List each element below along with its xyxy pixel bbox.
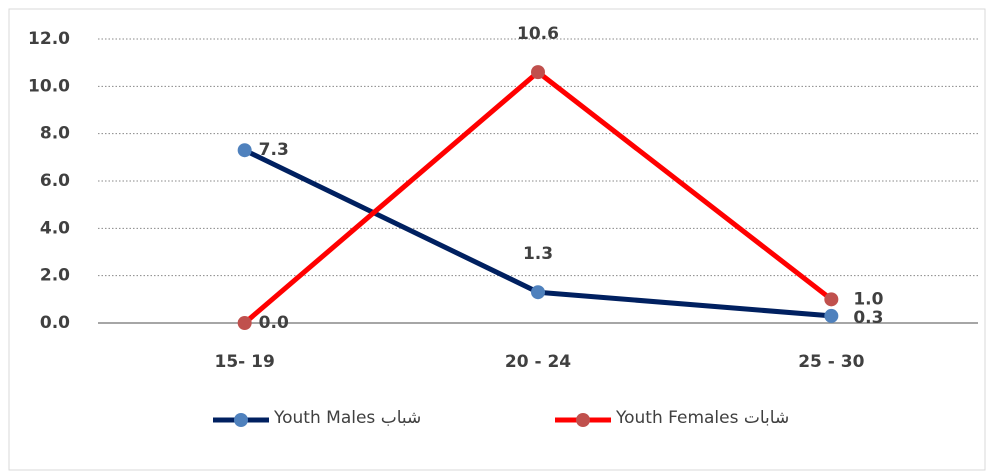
- y-tick-label: 12.0: [28, 29, 70, 49]
- data-label: 0.0: [259, 313, 289, 333]
- x-tick-label: 15- 19: [215, 352, 275, 372]
- point-marker: [531, 285, 545, 300]
- legend-marker: [234, 413, 248, 427]
- y-tick-label: 2.0: [40, 266, 70, 286]
- y-tick-label: 10.0: [28, 76, 70, 96]
- legend-marker: [576, 413, 590, 427]
- point-marker: [237, 143, 252, 158]
- point-marker: [824, 292, 839, 307]
- point-marker: [824, 308, 839, 323]
- y-tick-label: 8.0: [40, 124, 70, 144]
- legend-label: Youth Males شباب: [273, 408, 421, 428]
- y-tick-label: 6.0: [40, 171, 70, 191]
- data-label: 0.3: [853, 308, 883, 328]
- x-tick-label: 25 - 30: [798, 352, 864, 372]
- data-label: 10.6: [517, 24, 559, 44]
- y-tick-label: 4.0: [40, 218, 70, 238]
- data-label: 1.0: [853, 289, 883, 309]
- legend-label: Youth Females شابات: [615, 408, 789, 428]
- data-label: 1.3: [523, 244, 553, 264]
- data-label: 7.3: [259, 140, 289, 160]
- point-marker: [237, 316, 252, 330]
- y-tick-label: 0.0: [40, 313, 70, 333]
- point-marker: [531, 65, 545, 80]
- x-tick-label: 20 - 24: [505, 352, 571, 372]
- chart-border: [8, 8, 986, 471]
